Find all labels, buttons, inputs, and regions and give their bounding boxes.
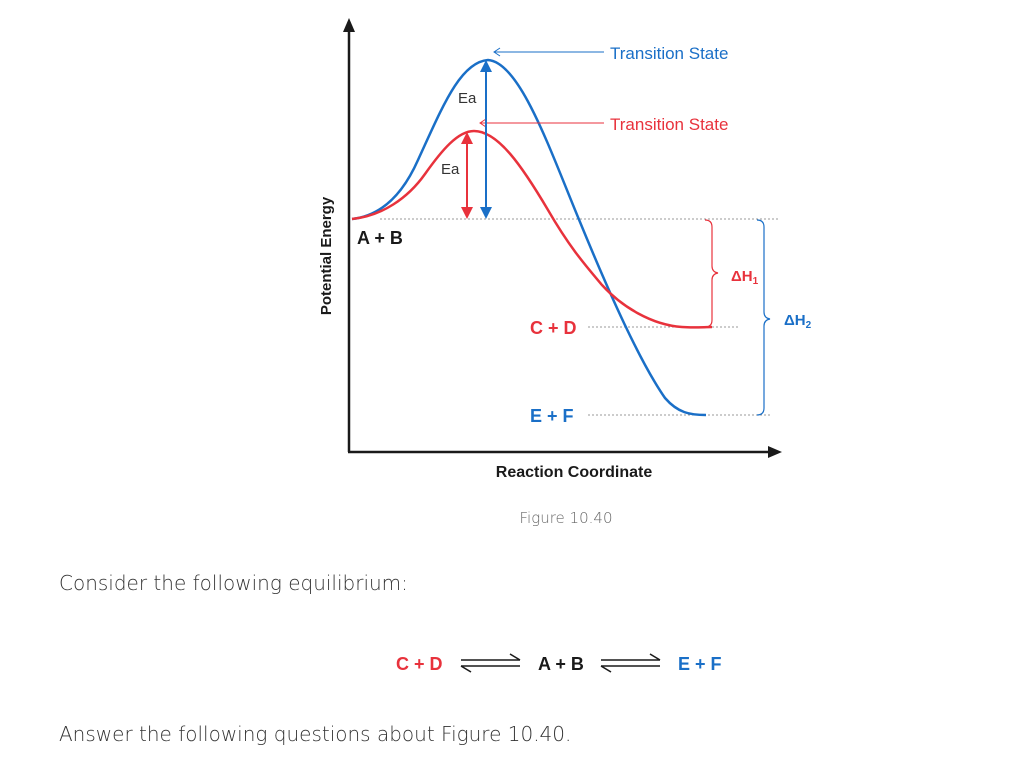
figure-caption: Figure 10.40: [519, 509, 613, 527]
y-axis-label: Potential Energy: [318, 196, 335, 315]
dh2-subscript: 2: [806, 320, 812, 331]
dh2-brace: [756, 219, 771, 416]
y-axis-arrow: [343, 18, 355, 32]
ts-red-label: Transition State: [610, 115, 728, 134]
products-cd-label: C + D: [530, 318, 577, 338]
energy-diagram: Potential Energy Reaction Coordinate A +…: [318, 18, 812, 481]
x-axis-arrow: [768, 446, 782, 458]
dh1-label: ΔH1: [731, 268, 759, 287]
eq-right-species: E + F: [678, 654, 722, 674]
eq-arrow-1: [460, 653, 521, 673]
equilibrium-equation: C + D A + B E + F: [396, 653, 722, 674]
ea-blue-arrow-top: [480, 60, 492, 72]
ea-blue-arrow-bottom: [480, 207, 492, 219]
dh2-main: ΔH: [784, 312, 806, 329]
eq-left-species: C + D: [396, 654, 443, 674]
ea-blue-label: Ea: [458, 90, 477, 107]
dh1-subscript: 1: [753, 276, 759, 287]
ts-red-pointer-head: [479, 118, 487, 128]
dh1-main: ΔH: [731, 268, 753, 285]
red-curve: [351, 129, 713, 329]
ea-red-arrow-bottom: [461, 207, 473, 219]
x-axis-label: Reaction Coordinate: [496, 464, 653, 481]
intro-text: Consider the following equilibrium:: [59, 571, 408, 595]
products-ef-label: E + F: [530, 406, 574, 426]
question-text: Answer the following questions about Fig…: [59, 722, 572, 746]
reactants-label: A + B: [357, 228, 403, 248]
ts-blue-pointer-head: [493, 47, 501, 57]
eq-middle-species: A + B: [538, 654, 584, 674]
eq-arrow-2: [600, 653, 661, 673]
ts-blue-label: Transition State: [610, 44, 728, 63]
blue-curve: [351, 58, 707, 417]
ea-red-arrow-top: [461, 132, 473, 144]
dh2-label: ΔH2: [784, 312, 812, 331]
ea-red-label: Ea: [441, 161, 460, 178]
dh1-brace: [704, 219, 719, 328]
